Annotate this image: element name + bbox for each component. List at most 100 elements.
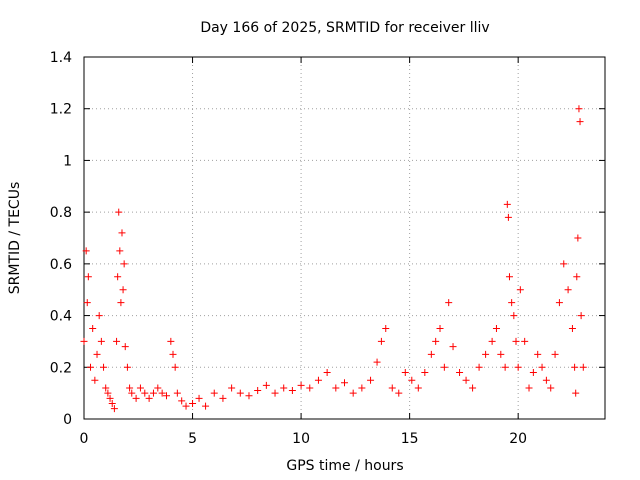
plot-frame (83, 56, 606, 420)
x-tick-label: 5 (188, 431, 197, 447)
data-point (280, 384, 288, 392)
y-tick-label: 1.2 (50, 102, 72, 118)
data-point (579, 363, 587, 371)
data-point (80, 337, 88, 345)
data-point (432, 337, 440, 345)
data-point (106, 394, 114, 402)
data-point (525, 384, 533, 392)
data-point (178, 397, 186, 405)
data-point (104, 389, 112, 397)
data-point (84, 273, 92, 281)
data-point (100, 363, 108, 371)
data-point (288, 387, 296, 395)
grid (84, 57, 605, 419)
data-point (512, 337, 520, 345)
data-point (497, 350, 505, 358)
data-point (102, 384, 110, 392)
data-point (469, 384, 477, 392)
data-point (516, 286, 524, 294)
data-point (271, 389, 279, 397)
data-point (373, 358, 381, 366)
data-point (297, 381, 305, 389)
data-point (449, 343, 457, 351)
data-point (508, 299, 516, 307)
data-point (120, 260, 128, 268)
data-point (341, 379, 348, 387)
data-point (87, 363, 95, 371)
data-point (572, 389, 580, 397)
data-point (492, 325, 500, 332)
data-point (427, 350, 435, 358)
data-point (388, 384, 396, 392)
data-point (169, 350, 177, 358)
data-point (555, 299, 563, 307)
data-point (521, 337, 529, 345)
data-point (123, 363, 131, 371)
data-point (538, 363, 546, 371)
data-point (445, 299, 453, 307)
data-point (568, 325, 576, 332)
data-point (236, 389, 244, 397)
y-tick-label: 0.2 (50, 360, 72, 376)
data-point (421, 368, 429, 376)
data-point (254, 387, 262, 395)
data-point (115, 208, 123, 216)
data-point (128, 389, 136, 397)
data-point (306, 384, 314, 392)
data-point (358, 384, 366, 392)
data-point (349, 389, 357, 397)
data-point (83, 299, 91, 307)
data-points (80, 105, 587, 413)
x-tick-label: 15 (401, 431, 419, 447)
x-tick-label: 10 (292, 431, 310, 447)
data-point (564, 286, 572, 294)
data-point (571, 363, 579, 371)
data-point (219, 394, 227, 402)
ticks: 0 5 10 15 20 0 0.2 0.4 0.6 0.8 1 1.2 1.4 (50, 50, 605, 447)
data-point (132, 394, 140, 402)
data-point (202, 402, 210, 410)
data-point (542, 376, 550, 384)
data-point (116, 247, 124, 255)
data-point (113, 337, 121, 345)
data-point (505, 273, 513, 281)
data-point (551, 350, 559, 358)
data-point (82, 247, 90, 255)
data-point (117, 299, 125, 307)
data-point (462, 376, 470, 384)
data-point (119, 286, 127, 294)
data-point (162, 392, 170, 400)
data-point (534, 350, 542, 358)
data-point (576, 118, 584, 126)
data-point (195, 394, 203, 402)
data-point (145, 394, 153, 402)
data-point (503, 200, 511, 208)
data-point (323, 368, 331, 376)
data-point (501, 363, 509, 371)
data-point (367, 376, 375, 384)
data-point (401, 368, 409, 376)
y-tick-label: 1.4 (50, 50, 72, 66)
y-axis-label: SRMTID / TECUs (7, 182, 23, 295)
data-point (136, 384, 144, 392)
data-point (332, 384, 340, 392)
data-point (167, 337, 175, 345)
data-point (93, 350, 101, 358)
data-point (114, 273, 122, 281)
x-tick-label: 20 (509, 431, 527, 447)
data-point (560, 260, 568, 268)
y-tick-label: 0.6 (50, 257, 72, 273)
data-point (97, 337, 105, 345)
data-point (149, 389, 157, 397)
data-point (573, 273, 581, 281)
data-point (456, 368, 464, 376)
data-point (514, 363, 522, 371)
data-point (488, 337, 496, 345)
data-point (574, 234, 582, 242)
data-point (395, 389, 403, 397)
data-point (408, 376, 416, 384)
data-point (575, 105, 583, 113)
data-point (529, 368, 537, 376)
data-point (482, 350, 490, 358)
